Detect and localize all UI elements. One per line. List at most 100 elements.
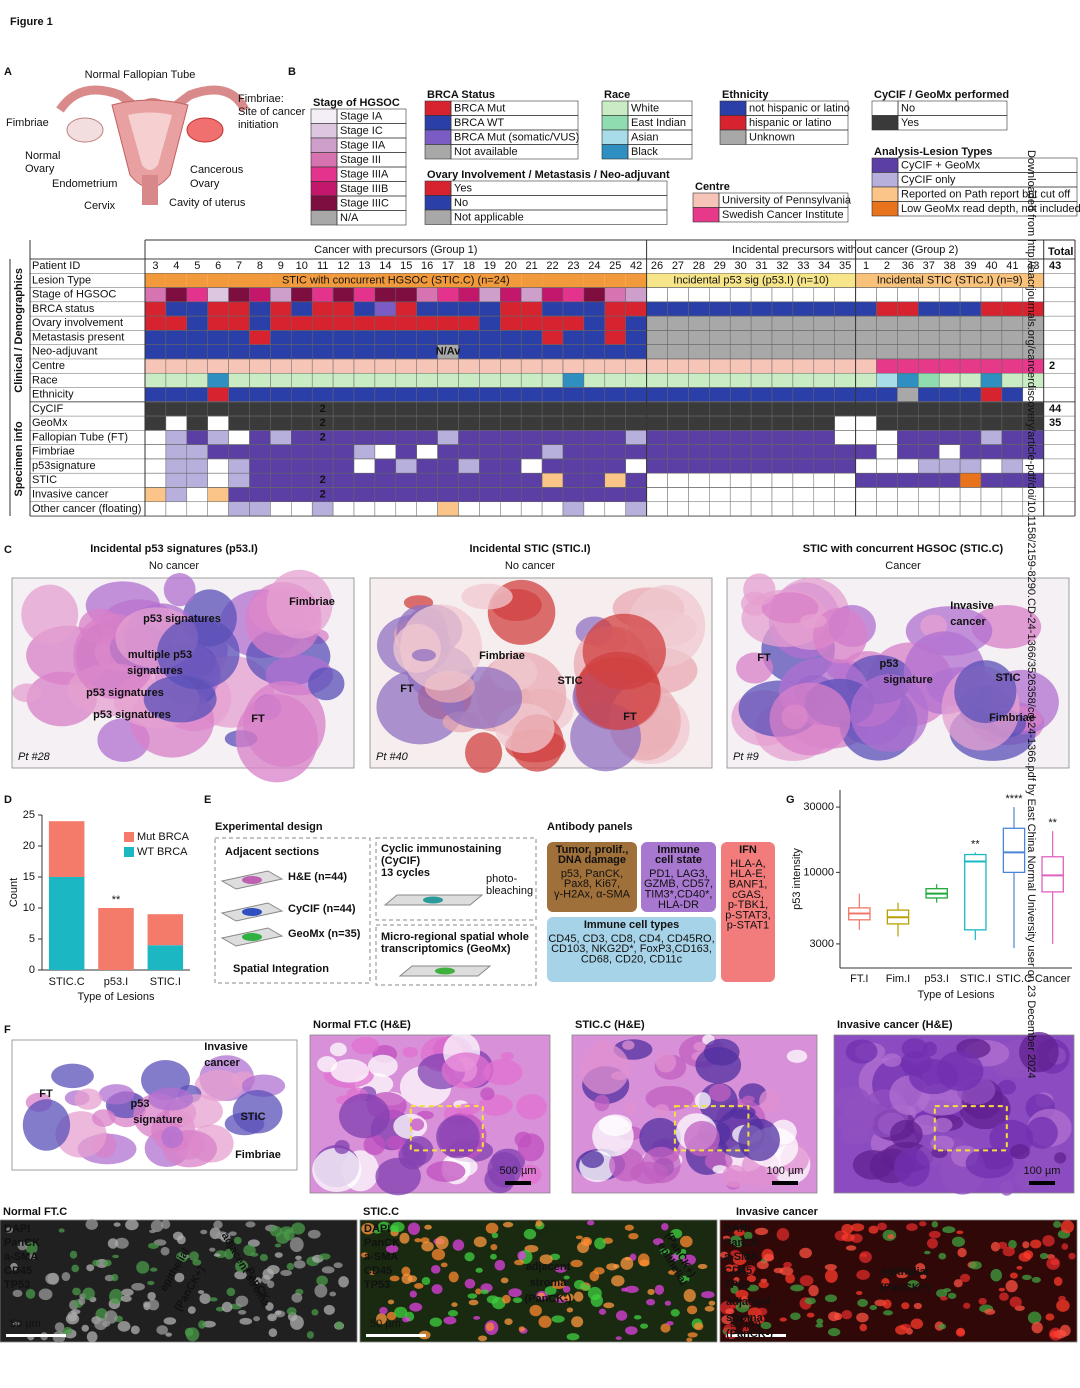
heat-cell xyxy=(834,315,856,331)
heat-cell xyxy=(353,430,376,445)
heat-cell xyxy=(562,387,585,403)
heat-cell xyxy=(186,472,208,488)
heat-cell xyxy=(938,401,961,417)
total-text: 44 xyxy=(1049,403,1062,415)
heat-cell xyxy=(562,372,585,388)
heat-cell xyxy=(667,415,689,431)
significance: **** xyxy=(1005,793,1023,805)
y-tick-label: 10000 xyxy=(803,866,834,878)
tissue-blob xyxy=(78,1297,86,1305)
tissue-blob xyxy=(621,1287,628,1292)
tissue-blob xyxy=(389,1225,399,1232)
tissue-blob xyxy=(429,1317,443,1327)
heat-cell xyxy=(646,358,668,374)
tissue-blob xyxy=(386,1135,405,1150)
tissue-blob xyxy=(291,1292,303,1303)
heat-cell xyxy=(270,344,292,360)
tissue-blob xyxy=(913,1302,922,1310)
panel-letter: A xyxy=(4,66,12,78)
heat-cell xyxy=(771,330,794,345)
tissue-blob xyxy=(773,1267,784,1274)
scale-bar xyxy=(1029,1181,1055,1185)
legend-swatch xyxy=(310,108,338,124)
tissue-blob xyxy=(491,1232,499,1239)
heat-cell xyxy=(144,415,167,431)
tissue-blob xyxy=(694,1092,711,1110)
heat-cell xyxy=(834,287,856,303)
tissue-blob xyxy=(468,1299,479,1306)
heat-cell xyxy=(1001,344,1024,360)
lesion-cell xyxy=(228,273,250,288)
tissue-blob xyxy=(924,1250,931,1255)
tissue-blob xyxy=(103,1259,112,1267)
heat-cell xyxy=(249,444,271,460)
tissue-blob xyxy=(407,1222,421,1235)
tissue-blob xyxy=(82,1287,95,1300)
heat-cell xyxy=(918,415,940,431)
heat-cell xyxy=(604,401,626,417)
tissue-blob xyxy=(174,1272,185,1283)
tissue-blob xyxy=(443,1316,457,1325)
heat-cell xyxy=(374,344,397,360)
heat-cell xyxy=(813,415,835,431)
box-body: TIM3*,CD40*, xyxy=(645,889,713,901)
heat-cell xyxy=(228,315,250,331)
heat-cell xyxy=(813,472,835,488)
heat-cell xyxy=(332,415,355,431)
heat-cell xyxy=(918,458,940,474)
tissue-blob xyxy=(1068,1252,1076,1260)
tissue-blob xyxy=(590,1294,604,1307)
tissue-blob xyxy=(620,1257,634,1270)
heat-cell xyxy=(144,444,167,460)
heat-cell xyxy=(897,487,919,503)
heat-cell xyxy=(771,358,794,374)
heat-cell xyxy=(249,458,271,474)
heat-cell xyxy=(938,501,961,517)
heat-cell xyxy=(165,458,188,474)
tissue-blob xyxy=(624,1101,638,1115)
heat-cell xyxy=(709,472,731,488)
heat-cell xyxy=(834,301,856,317)
tissue-blob xyxy=(558,1294,565,1301)
heat-cell xyxy=(437,372,459,388)
tissue-blob xyxy=(275,1231,290,1244)
heat-cell xyxy=(855,401,877,417)
heat-cell xyxy=(688,287,710,303)
heat-cell xyxy=(938,430,961,445)
heat-cell xyxy=(729,458,752,474)
heat-cell xyxy=(562,458,585,474)
tissue-blob xyxy=(163,1317,177,1325)
legend-title: Race xyxy=(604,89,630,101)
heat-cell xyxy=(959,401,982,417)
tissue-blob xyxy=(666,1321,674,1326)
tissue-blob xyxy=(633,1315,642,1320)
heat-cell xyxy=(291,430,313,445)
patient-id: 22 xyxy=(546,260,558,272)
photobleach-label: photo- xyxy=(486,873,518,885)
scale-label: 100 µm xyxy=(767,1165,804,1177)
heat-cell xyxy=(186,501,208,517)
heat-cell xyxy=(667,344,689,360)
tissue-blob xyxy=(930,1135,955,1151)
heat-cell xyxy=(374,372,397,388)
tissue-blob xyxy=(121,1288,134,1297)
tissue-blob xyxy=(573,1291,584,1302)
heat-cell xyxy=(520,501,543,517)
heat-cell xyxy=(416,487,438,503)
heat-cell xyxy=(771,430,794,445)
heat-cell xyxy=(980,501,1003,517)
cycif-title: Cyclic immunostaining xyxy=(381,843,501,855)
heat-cell xyxy=(541,315,564,331)
patient-label: Pt #28 xyxy=(18,751,51,763)
heat-cell xyxy=(604,372,626,388)
box-body: PD1, LAG3, xyxy=(649,868,708,880)
section-title: Experimental design xyxy=(215,821,323,833)
heat-cell xyxy=(750,287,773,303)
tissue-blob xyxy=(376,1313,387,1325)
lesion-cell xyxy=(981,273,1002,288)
heat-cell xyxy=(1001,287,1024,303)
heat-cell xyxy=(437,444,459,460)
anatomy-label: Normal xyxy=(25,150,60,162)
section-title: Antibody panels xyxy=(547,821,633,833)
